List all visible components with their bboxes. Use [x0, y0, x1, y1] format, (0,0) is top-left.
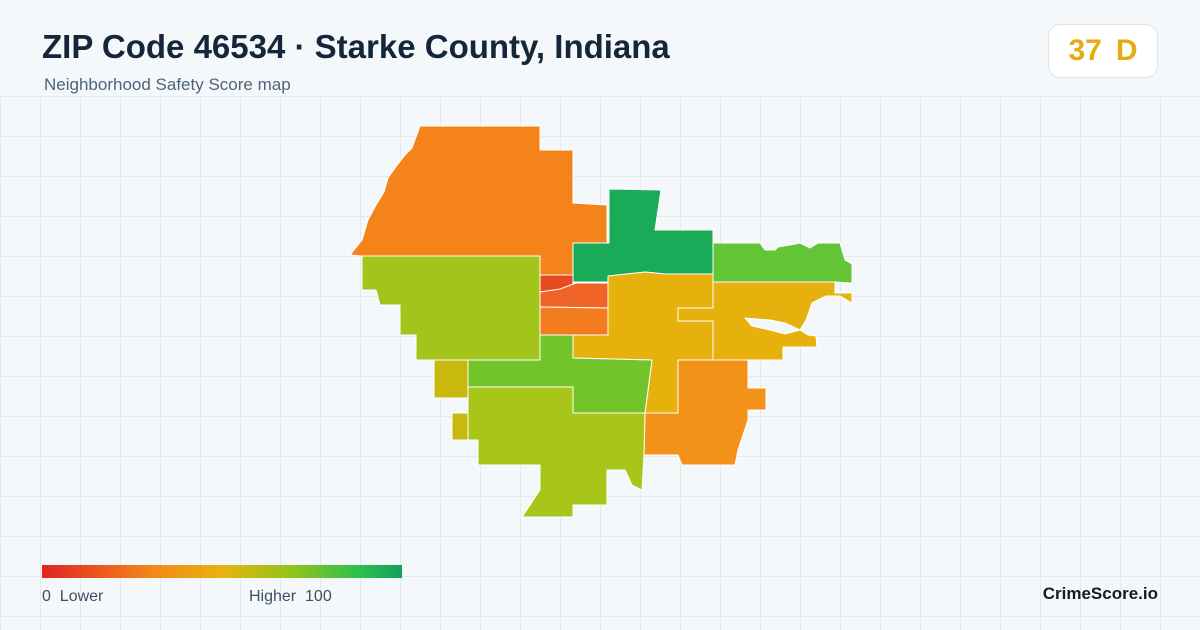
safety-score-badge: 37 D	[1048, 24, 1158, 78]
south-region[interactable]	[467, 386, 646, 518]
west-region[interactable]	[361, 255, 541, 361]
legend-high-text: Higher	[249, 588, 297, 605]
legend-color-scale	[42, 565, 402, 578]
page-title: ZIP Code 46534 · Starke County, Indiana	[42, 28, 670, 65]
northwest-region[interactable]	[349, 125, 608, 276]
southwest-piece-b[interactable]	[451, 412, 469, 441]
legend-high-label: Higher 100	[249, 588, 332, 606]
northeast-region[interactable]	[712, 242, 853, 284]
legend-low-value: 0	[42, 588, 51, 605]
score-grade: D	[1115, 34, 1138, 67]
legend-low-label: 0 Lower	[42, 588, 103, 606]
legend-labels: 0 Lower Higher 100	[42, 588, 362, 608]
east-region-notch	[744, 317, 801, 335]
score-value: 37	[1068, 34, 1102, 67]
central-south-region[interactable]	[539, 306, 609, 336]
legend-low-text: Lower	[59, 588, 104, 605]
page-subtitle: Neighborhood Safety Score map	[44, 75, 291, 94]
brand-logo-text[interactable]: CrimeScore.io	[1042, 584, 1158, 603]
legend-high-value: 100	[305, 588, 332, 605]
southwest-piece-a[interactable]	[433, 359, 469, 399]
